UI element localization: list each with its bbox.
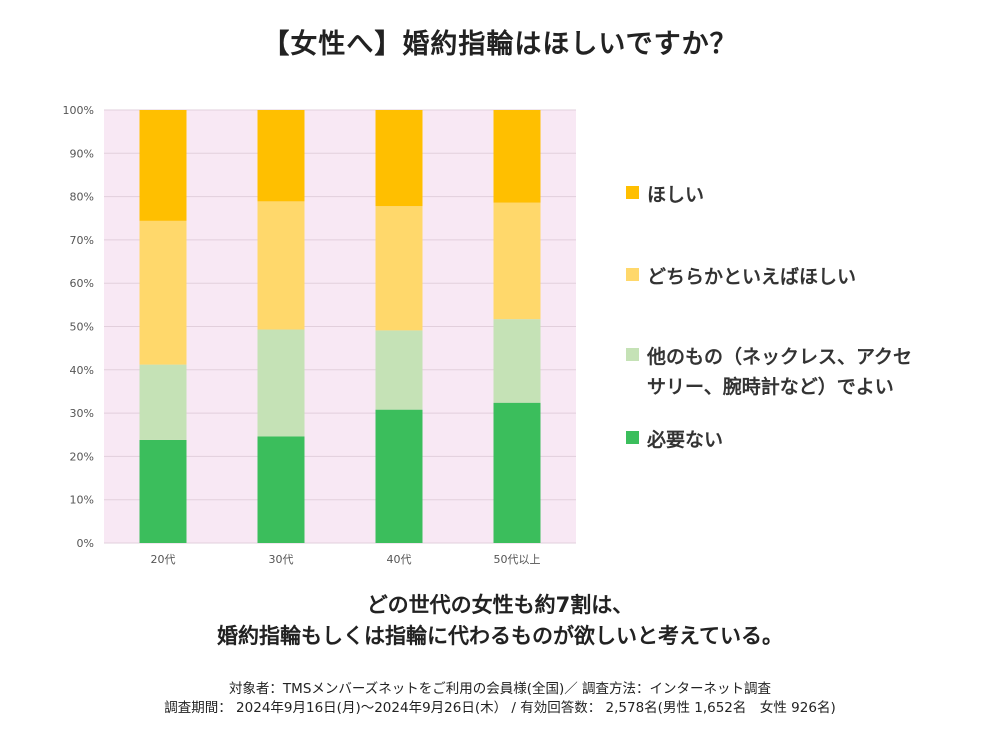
bar-segment	[493, 110, 541, 203]
legend-swatch	[626, 431, 639, 444]
bar-segment	[257, 110, 305, 202]
legend-label: 他のもの（ネックレス、アクセ サリー、腕時計など）でよい	[647, 346, 913, 398]
bar-segment	[139, 220, 187, 365]
bar-segment	[375, 330, 423, 410]
bar-segment	[139, 110, 187, 221]
legend-item: どちらかといえばほしい	[626, 262, 856, 292]
legend-item: 他のもの（ネックレス、アクセ サリー、腕時計など）でよい	[626, 342, 912, 402]
summary-text: どの世代の女性も約7割は、 婚約指輪もしくは指輪に代わるものが欲しいと考えている…	[0, 590, 1000, 652]
y-tick-label: 40%	[70, 364, 94, 377]
bar-segment	[257, 436, 305, 543]
bar-segment	[139, 439, 187, 543]
y-tick-label: 50%	[70, 321, 94, 334]
y-tick-label: 60%	[70, 277, 94, 290]
bar-segment	[257, 329, 305, 437]
y-tick-label: 20%	[70, 450, 94, 463]
y-tick-label: 70%	[70, 234, 94, 247]
notes-line-1: 対象者：TMSメンバーズネットをご利用の会員様(全国)／ 調査方法：インターネッ…	[228, 681, 772, 697]
legend-swatch	[626, 186, 639, 199]
y-tick-label: 0%	[77, 537, 94, 550]
x-tick-label: 50代以上	[494, 553, 541, 566]
legend-label: 必要ない	[647, 429, 724, 451]
y-tick-label: 80%	[70, 191, 94, 204]
bar-segment	[375, 409, 423, 543]
y-tick-label: 10%	[70, 494, 94, 507]
legend-label: どちらかといえばほしい	[647, 266, 857, 288]
bar-segment	[493, 202, 541, 320]
legend-swatch	[626, 268, 639, 281]
x-tick-label: 40代	[387, 553, 412, 566]
bar-segment	[493, 319, 541, 403]
chart-title: 【女性へ】婚約指輪はほしいですか？	[262, 29, 738, 60]
summary-line-2: 婚約指輪もしくは指輪に代わるものが欲しいと考えている。	[217, 624, 783, 648]
bar-segment	[375, 110, 423, 207]
legend-item: 必要ない	[626, 425, 723, 455]
x-tick-label: 20代	[151, 553, 176, 566]
bar-segment	[139, 364, 187, 440]
notes-line-2: 調査期間： 2024年9月16日(月)～2024年9月26日(木） / 有効回答…	[164, 700, 836, 716]
legend-label: ほしい	[647, 184, 705, 206]
survey-notes: 対象者：TMSメンバーズネットをご利用の会員様(全国)／ 調査方法：インターネッ…	[0, 680, 1000, 718]
y-tick-label: 90%	[70, 147, 94, 160]
summary-line-1: どの世代の女性も約7割は、	[366, 593, 634, 617]
x-tick-label: 30代	[269, 553, 294, 566]
bar-segment	[257, 201, 305, 330]
bar-segment	[375, 206, 423, 331]
legend-swatch	[626, 348, 639, 361]
y-tick-label: 100%	[63, 104, 94, 117]
y-tick-label: 30%	[70, 407, 94, 420]
bar-segment	[493, 402, 541, 543]
legend-item: ほしい	[626, 180, 704, 210]
